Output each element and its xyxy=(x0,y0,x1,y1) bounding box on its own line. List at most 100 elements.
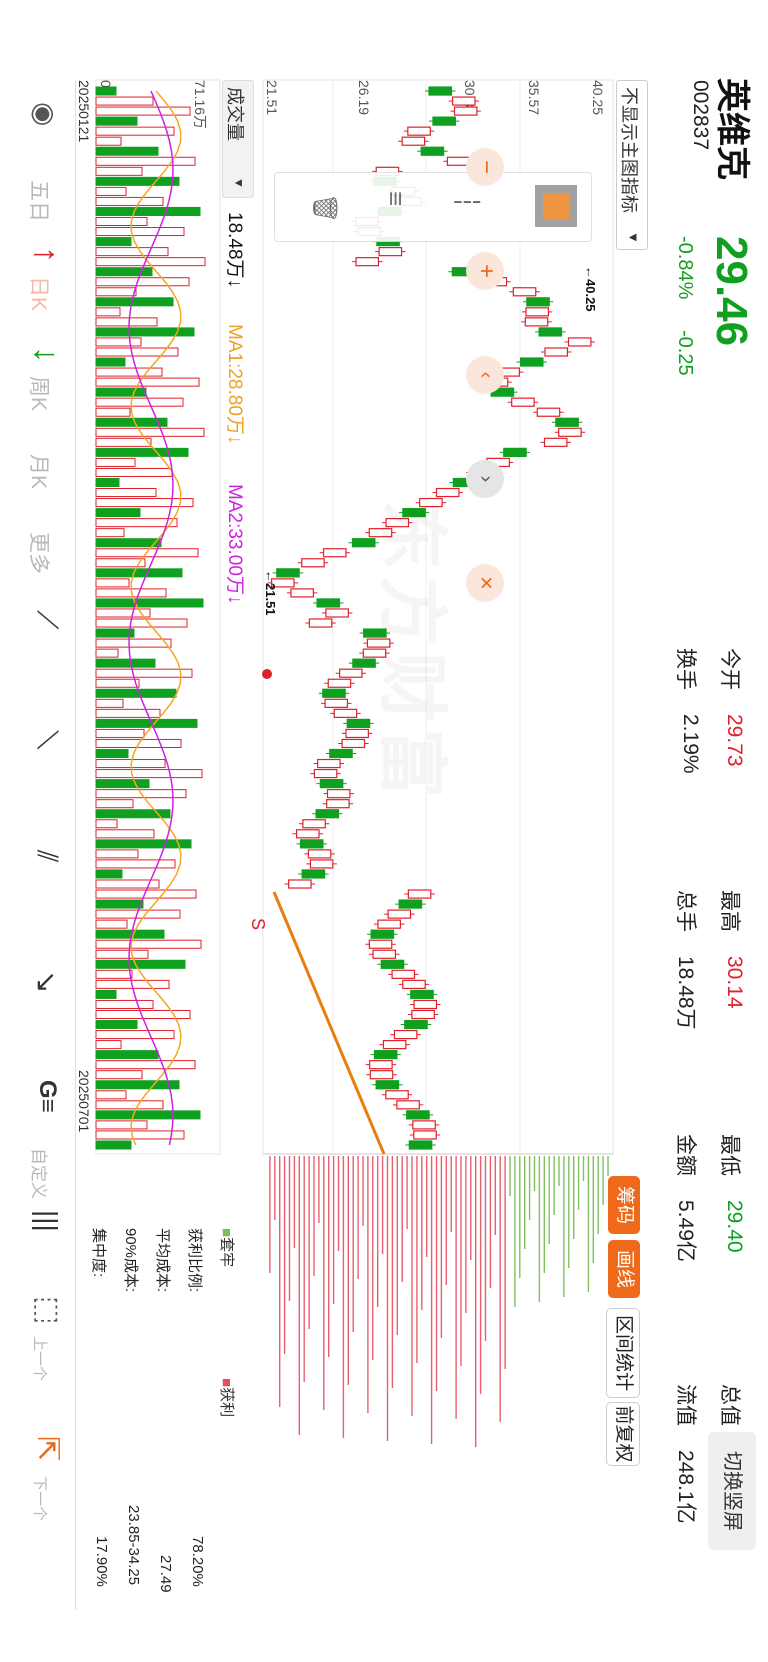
golden-tool-icon[interactable]: G≡ xyxy=(34,1080,61,1113)
volume-bar xyxy=(95,498,194,508)
volume-bar xyxy=(95,779,150,789)
zoom-out-button[interactable]: − xyxy=(466,148,504,186)
volume-bar xyxy=(95,1070,143,1080)
volume-bar xyxy=(95,457,136,467)
volume-bar xyxy=(95,267,153,277)
volume-bar xyxy=(95,638,172,648)
bottom-toolbar: ◉ 分 五日 ↑ 日K ↓ 周K 月K 更多 ⟋ ⟍ ⫽ ↘ G≡ 自定义 ||… xyxy=(0,80,76,1610)
ma2-line xyxy=(128,90,174,1146)
candle xyxy=(410,989,434,1000)
volume-bar xyxy=(95,1080,180,1090)
volume-bar xyxy=(95,106,191,116)
prev-button[interactable]: 上一个 xyxy=(31,1336,48,1382)
candle xyxy=(396,1100,420,1110)
ma1-line xyxy=(130,90,182,1146)
tab-yuek[interactable]: 月K xyxy=(27,454,50,490)
custom-tool[interactable]: 自定义 xyxy=(29,1148,48,1199)
tab-rik[interactable]: 日K xyxy=(27,276,50,312)
candle xyxy=(373,1050,398,1060)
candle xyxy=(369,1070,394,1080)
scroll-right-button[interactable]: › xyxy=(466,460,504,498)
volume-min: 0 xyxy=(98,80,114,88)
volume-bar xyxy=(95,949,149,959)
candle xyxy=(401,136,426,146)
volume-total-value: 18.48万 xyxy=(224,212,245,279)
cost90-label: 90%成本: xyxy=(122,1228,139,1293)
candle xyxy=(412,1120,436,1130)
crosshair-button[interactable]: ✕ xyxy=(466,564,504,602)
tab-wuri[interactable]: 五日 xyxy=(27,180,50,222)
candle xyxy=(317,758,341,769)
volume-indicator-dropdown[interactable]: 成交量 ▼ xyxy=(222,80,254,198)
volume-bar xyxy=(95,748,129,759)
golden-tool-label: G xyxy=(34,1080,61,1099)
volume-bar xyxy=(95,467,173,477)
floating-draw-toolbar: ┆ ≡ 🗑 xyxy=(274,172,592,242)
channel-tool-icon[interactable]: ⫽ xyxy=(32,850,63,863)
tab-more[interactable]: 更多 xyxy=(27,532,50,574)
volume-bar xyxy=(95,518,178,528)
low-marker: ←21.51 xyxy=(263,570,278,616)
color-swatch-button[interactable] xyxy=(535,185,577,227)
candle xyxy=(302,819,326,829)
zoom-in-button[interactable]: + xyxy=(466,252,504,290)
next-button[interactable]: 下一个 xyxy=(31,1476,48,1522)
avg-cost: 27.49 xyxy=(157,1555,174,1593)
volume-bar xyxy=(95,929,165,939)
candle xyxy=(288,879,312,889)
scroll-left-button[interactable]: ‹ xyxy=(466,356,504,394)
candle xyxy=(538,327,563,337)
volume-bar xyxy=(95,688,177,698)
ray-tool-icon[interactable]: ↘ xyxy=(31,970,62,994)
volume-bar xyxy=(95,247,169,257)
high-marker: ←40.25 xyxy=(583,266,598,312)
tab-zhouk[interactable]: 周K xyxy=(27,376,50,412)
eye-icon[interactable]: ◉ xyxy=(29,102,60,127)
volume-bar xyxy=(95,427,205,437)
ma1-value: MA1:28.80万↓ xyxy=(224,324,245,445)
date-start: 20250121 xyxy=(76,80,92,143)
volume-bar xyxy=(95,317,158,327)
prev-icon[interactable]: ⬚ xyxy=(31,1296,64,1325)
line-style-icon[interactable]: ≡ xyxy=(381,191,411,207)
segment-tool-icon[interactable]: ⟋ xyxy=(32,610,63,630)
candle xyxy=(322,548,347,558)
candle xyxy=(352,658,376,668)
volume-bar xyxy=(95,337,142,347)
trash-icon[interactable]: 🗑 xyxy=(311,193,338,224)
volume-bar xyxy=(95,447,189,457)
volume-bar xyxy=(95,648,119,658)
orange-swatch-icon xyxy=(543,193,569,219)
volume-bar xyxy=(95,568,183,578)
candle xyxy=(301,558,325,568)
volume-bar xyxy=(95,1120,148,1130)
volume-bar xyxy=(95,1090,127,1100)
candle xyxy=(324,698,349,708)
volume-bar xyxy=(95,698,124,708)
candle xyxy=(270,578,295,588)
bars-tool-icon[interactable]: ||| xyxy=(32,1210,63,1232)
volume-bar xyxy=(95,116,138,126)
dash-style-icon[interactable]: ┆ xyxy=(453,195,480,210)
candle xyxy=(432,116,457,126)
volume-bar xyxy=(95,297,174,307)
volume-bar xyxy=(95,1140,132,1150)
candle xyxy=(366,638,391,648)
avg-cost-label: 平均成本: xyxy=(154,1228,171,1293)
candle xyxy=(452,96,476,106)
line-tool-icon[interactable]: ⟍ xyxy=(32,730,63,750)
volume-bar xyxy=(95,618,188,628)
volume-bar xyxy=(95,799,134,809)
volume-bar xyxy=(95,1110,201,1120)
volume-bar xyxy=(95,1030,175,1040)
next-icon[interactable]: ⇱ xyxy=(31,1436,64,1462)
volume-bar xyxy=(95,839,192,849)
volume-bar xyxy=(95,477,120,488)
candle xyxy=(276,568,300,578)
candle xyxy=(411,1009,435,1020)
volume-bar xyxy=(95,136,122,146)
candle xyxy=(295,829,320,839)
volume-bar xyxy=(95,287,137,297)
volume-bar xyxy=(95,327,195,337)
